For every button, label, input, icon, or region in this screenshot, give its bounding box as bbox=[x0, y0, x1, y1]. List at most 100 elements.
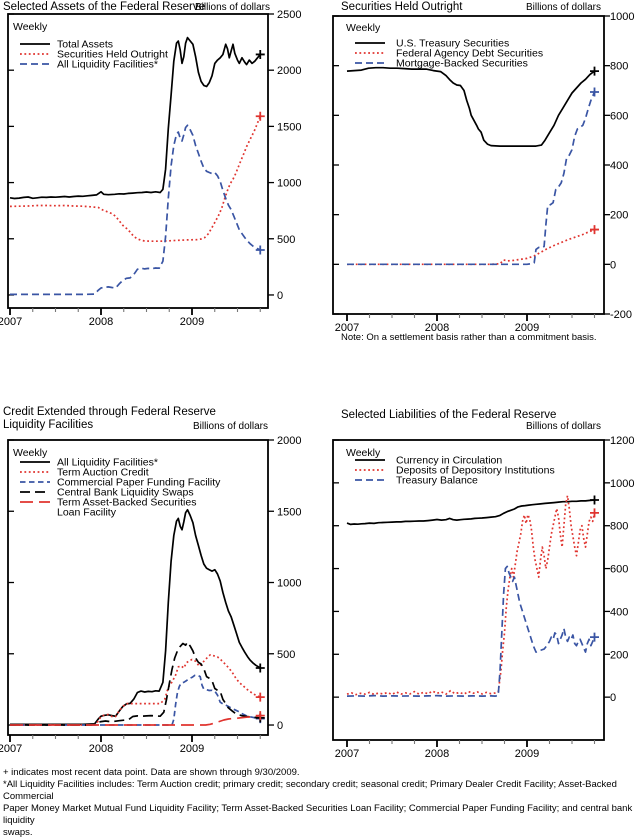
y-axis-label: -200 bbox=[610, 309, 632, 321]
series-line bbox=[10, 674, 261, 726]
series-line bbox=[347, 91, 596, 266]
latest-data-plus-marker bbox=[255, 245, 265, 255]
frequency-label: Weekly bbox=[346, 22, 381, 34]
legend-label: All Liquidity Facilities* bbox=[57, 457, 158, 469]
legend-label: Central Bank Liquidity Swaps bbox=[57, 487, 194, 499]
latest-data-plus-marker bbox=[590, 225, 599, 235]
y-axis-label: 400 bbox=[610, 160, 628, 172]
y-axis-label: 1200 bbox=[610, 435, 634, 447]
frequency-label: Weekly bbox=[13, 447, 48, 459]
x-axis-label: 2009 bbox=[180, 743, 204, 755]
series-line bbox=[346, 499, 595, 526]
series-line bbox=[347, 228, 595, 266]
units-label-selected-assets: Billions of dollars bbox=[194, 2, 270, 13]
series-line bbox=[9, 115, 262, 243]
series-line bbox=[10, 641, 261, 726]
y-axis-label: 1500 bbox=[277, 121, 301, 133]
y-axis-label: 200 bbox=[610, 210, 628, 222]
x-axis-label: 2008 bbox=[89, 743, 113, 755]
legend-label: Commercial Paper Funding Facility bbox=[57, 477, 221, 489]
units-label-selected-liabilities: Billions of dollars bbox=[525, 421, 601, 432]
legend-label: Loan Facility bbox=[57, 507, 117, 519]
y-axis-label: 800 bbox=[610, 521, 628, 533]
series-line bbox=[346, 565, 596, 697]
y-axis-label: 600 bbox=[610, 564, 628, 576]
plot-frame bbox=[7, 439, 269, 736]
y-axis-label: 1000 bbox=[610, 478, 634, 490]
chart-canvas-selected-assets: 0 500 1000 1500 2000 2500 2007 2008 2009 Weekly To… bbox=[0, 9, 301, 328]
chart-canvas-credit-extended: 0 500 1000 1500 2000 2007 2008 2009 Weekly All Li… bbox=[0, 435, 301, 755]
y-axis-label: 2000 bbox=[277, 435, 301, 447]
y-axis-label: 600 bbox=[610, 110, 628, 122]
units-label-credit-extended: Billions of dollars bbox=[192, 421, 268, 432]
chart-title-securities-held-outright: Securities Held Outright bbox=[341, 1, 463, 13]
series-line bbox=[10, 508, 261, 726]
legend-label: Treasury Balance bbox=[396, 475, 478, 487]
frequency-label: Weekly bbox=[13, 21, 48, 33]
series-line bbox=[10, 124, 261, 296]
series-line bbox=[9, 36, 261, 200]
x-axis-label: 2008 bbox=[425, 322, 449, 334]
series-line bbox=[10, 653, 261, 726]
latest-data-plus-marker bbox=[255, 111, 265, 121]
y-axis-label: 0 bbox=[277, 720, 283, 732]
latest-data-plus-marker bbox=[590, 632, 599, 642]
units-label-securities-held-outright: Billions of dollars bbox=[525, 2, 601, 13]
series-line bbox=[346, 494, 596, 696]
chart-title-selected-liabilities: Selected Liabilities of the Federal Rese… bbox=[341, 409, 557, 421]
chart-canvas-selected-liabilities: 0 200 400 600 800 1000 1200 2007 2008 2009 Weekly C… bbox=[332, 435, 634, 760]
legend-label: Total Assets bbox=[57, 39, 113, 51]
chart-title-selected-assets: Selected Assets of the Federal Reserve bbox=[3, 1, 205, 13]
series-line bbox=[346, 66, 596, 147]
legend-label: Mortgage-Backed Securities bbox=[396, 58, 528, 70]
series-line bbox=[10, 714, 261, 726]
legend-label: All Liquidity Facilities* bbox=[57, 59, 158, 71]
x-axis-label: 2009 bbox=[515, 748, 539, 760]
footnote-all-liquidity-facilities: *All Liquidity Facilities includes: Term… bbox=[3, 779, 633, 838]
y-axis-label: 500 bbox=[277, 234, 295, 246]
legend-label: Securities Held Outright bbox=[57, 49, 168, 61]
chart-canvas-securities-held-outright: -200 0 200 400 600 800 1000 2007 2008 2009 Weekly U… bbox=[332, 11, 634, 334]
legend-label: Term Auction Credit bbox=[57, 467, 149, 479]
x-axis-label: 2007 bbox=[335, 322, 359, 334]
latest-data-plus-marker bbox=[255, 692, 265, 702]
y-axis-label: 2500 bbox=[277, 9, 301, 21]
x-axis-label: 2007 bbox=[0, 316, 22, 328]
y-axis-label: 400 bbox=[610, 606, 628, 618]
y-axis-label: 0 bbox=[610, 692, 616, 704]
x-axis-label: 2007 bbox=[335, 748, 359, 760]
y-axis-label: 200 bbox=[610, 649, 628, 661]
x-axis-label: 2009 bbox=[515, 322, 539, 334]
y-axis-label: 0 bbox=[610, 259, 616, 271]
latest-data-plus-marker bbox=[590, 495, 599, 505]
chart-note-settlement-basis: Note: On a settlement basis rather than … bbox=[341, 332, 597, 343]
legend-label: U.S. Treasury Securities bbox=[396, 38, 509, 50]
y-axis-label: 800 bbox=[610, 61, 628, 73]
latest-data-plus-marker bbox=[255, 49, 265, 59]
latest-data-plus-marker bbox=[590, 66, 599, 76]
latest-data-plus-marker bbox=[590, 508, 599, 518]
latest-data-plus-marker bbox=[255, 663, 265, 673]
legend-label: Currency in Circulation bbox=[396, 455, 502, 467]
x-axis-label: 2008 bbox=[425, 748, 449, 760]
plot-frame bbox=[7, 13, 269, 309]
x-axis-label: 2007 bbox=[0, 743, 22, 755]
y-axis-label: 500 bbox=[277, 649, 295, 661]
plot-frame bbox=[332, 439, 605, 741]
chart-title-credit-extended: Credit Extended through Federal Reserve … bbox=[3, 406, 216, 431]
latest-data-plus-marker bbox=[590, 87, 599, 97]
x-axis-label: 2009 bbox=[180, 316, 204, 328]
legend-label: Deposits of Depository Institutions bbox=[396, 465, 555, 477]
y-axis-label: 1500 bbox=[277, 506, 301, 518]
footnote-most-recent-data-point: + indicates most recent data point. Data… bbox=[3, 767, 300, 778]
y-axis-label: 1000 bbox=[277, 178, 301, 190]
y-axis-label: 2000 bbox=[277, 65, 301, 77]
legend-label: Federal Agency Debt Securities bbox=[396, 48, 543, 60]
y-axis-label: 1000 bbox=[610, 11, 634, 23]
y-axis-label: 1000 bbox=[277, 578, 301, 590]
x-axis-label: 2008 bbox=[89, 316, 113, 328]
y-axis-label: 0 bbox=[277, 290, 283, 302]
legend-label: Term Asset-Backed Securities bbox=[57, 497, 196, 509]
frequency-label: Weekly bbox=[346, 447, 381, 459]
